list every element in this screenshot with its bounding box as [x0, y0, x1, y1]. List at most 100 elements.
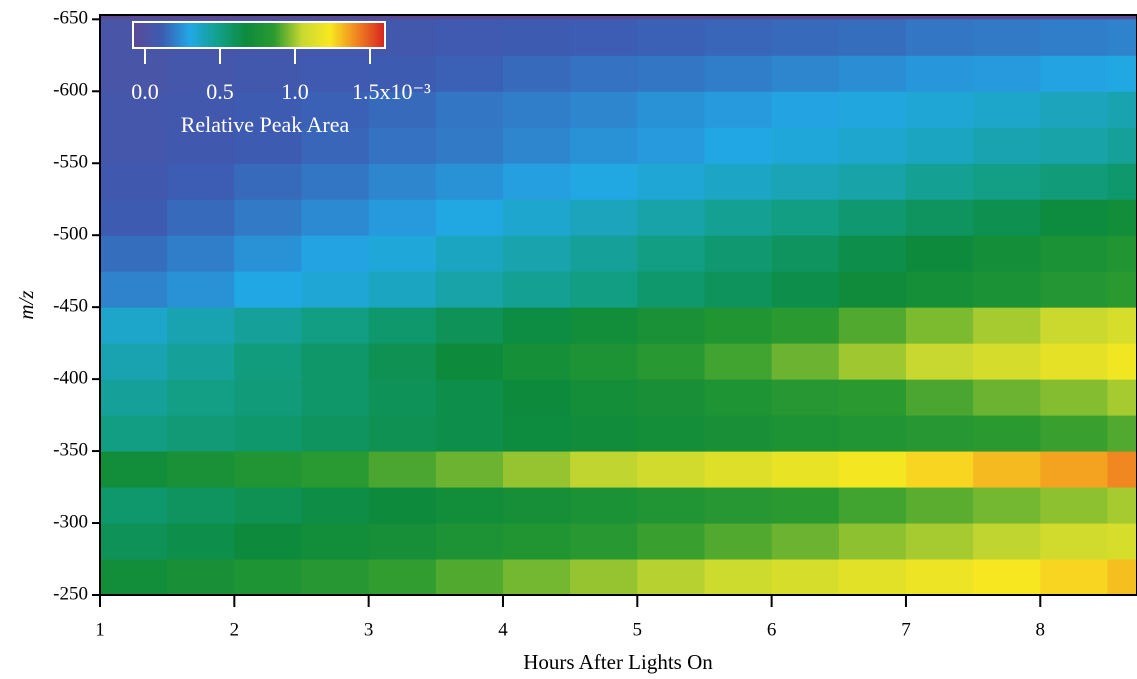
heatmap-cell	[435, 271, 504, 308]
heatmap-cell	[301, 523, 370, 560]
heatmap-cell	[905, 271, 974, 308]
colorbar-segment	[217, 22, 220, 48]
colorbar-segment	[238, 22, 241, 48]
heatmap-cell	[502, 451, 571, 488]
heatmap-cell	[570, 271, 638, 308]
colorbar-tick-label: 1.5x10⁻³	[352, 79, 431, 104]
heatmap-cell	[771, 343, 840, 380]
heatmap-cell	[502, 523, 571, 560]
heatmap-cell	[973, 487, 1041, 524]
heatmap-cell	[435, 19, 504, 56]
heatmap-cell	[905, 307, 974, 344]
colorbar-segment	[145, 22, 149, 48]
colorbar-segment	[223, 22, 226, 48]
colorbar-segment	[349, 22, 352, 48]
colorbar-segment	[229, 22, 233, 48]
colorbar-segment	[322, 22, 325, 48]
heatmap-cell	[167, 379, 235, 416]
heatmap-cell	[1107, 91, 1137, 128]
heatmap-cell	[167, 199, 235, 236]
heatmap-cell	[301, 55, 370, 92]
heatmap-cell	[570, 379, 638, 416]
colorbar-segment	[143, 22, 147, 48]
heatmap-cell	[502, 19, 571, 56]
colorbar-segment	[359, 22, 363, 48]
heatmap-cell	[167, 235, 235, 272]
colorbar-segment	[231, 22, 235, 48]
colorbar-segment	[284, 22, 287, 48]
colorbar-segment	[212, 22, 216, 48]
colorbar-segment	[267, 22, 271, 48]
colorbar-tick-label: 0.5	[206, 79, 234, 104]
colorbar-tick-label: 1.0	[281, 79, 309, 104]
heatmap-cell	[838, 487, 907, 524]
heatmap-cell	[973, 91, 1041, 128]
heatmap-cell	[234, 451, 302, 488]
heatmap-cell	[100, 235, 168, 272]
colorbar-segment	[273, 22, 277, 48]
colorbar-segment	[147, 22, 151, 48]
heatmap-cell	[570, 307, 638, 344]
colorbar-segment	[187, 22, 191, 48]
heatmap-cell	[502, 163, 571, 200]
heatmap-cell	[973, 163, 1041, 200]
colorbar-segment	[261, 22, 264, 48]
heatmap-cell	[301, 559, 370, 596]
colorbar-segment	[294, 22, 298, 48]
colorbar-segment	[248, 22, 252, 48]
colorbar-segment	[259, 22, 262, 48]
heatmap-cell	[167, 559, 235, 596]
colorbar-segment	[277, 22, 281, 48]
colorbar-segment	[193, 22, 197, 48]
colorbar-segment	[181, 22, 184, 48]
colorbar-segment	[204, 22, 208, 48]
heatmap-cell	[905, 559, 974, 596]
colorbar-segment	[368, 22, 371, 48]
heatmap-cell	[637, 307, 705, 344]
heatmap-cell	[502, 91, 571, 128]
heatmap-cell	[368, 307, 437, 344]
colorbar-segment	[189, 22, 193, 48]
colorbar-segment	[374, 22, 378, 48]
heatmap-cell	[704, 163, 773, 200]
heatmap-cell	[637, 163, 705, 200]
colorbar-segment	[242, 22, 245, 48]
heatmap-cell	[973, 127, 1041, 164]
heatmap-cell	[1040, 127, 1108, 164]
y-tick-label: -400	[53, 367, 88, 388]
heatmap-cell	[838, 523, 907, 560]
heatmap-cell	[905, 199, 974, 236]
colorbar-segment	[250, 22, 254, 48]
heatmap	[100, 19, 1137, 596]
heatmap-cell	[435, 343, 504, 380]
heatmap-cell	[100, 487, 168, 524]
heatmap-cell	[100, 379, 168, 416]
colorbar-segment	[336, 22, 340, 48]
colorbar-segment	[177, 22, 180, 48]
colorbar-segment	[275, 22, 279, 48]
heatmap-cell	[301, 307, 370, 344]
x-tick-label: 7	[901, 619, 911, 640]
heatmap-cell	[1040, 523, 1108, 560]
heatmap-cell	[100, 91, 168, 128]
heatmap-cell	[301, 199, 370, 236]
heatmap-cell	[502, 199, 571, 236]
heatmap-cell	[167, 343, 235, 380]
overlay: -650 -600 -550 -500 -450 -400 -350 -300 -250 1 2 3 4…	[53, 8, 1137, 640]
heatmap-cell	[167, 487, 235, 524]
heatmap-cell	[502, 55, 571, 92]
heatmap-cell	[1107, 307, 1137, 344]
heatmap-cell	[368, 55, 437, 92]
heatmap-cell	[637, 199, 705, 236]
colorbar-segment	[351, 22, 355, 48]
heatmap-cell	[973, 559, 1041, 596]
heatmap-cell	[301, 127, 370, 164]
heatmap-cell	[167, 451, 235, 488]
colorbar-segment	[305, 22, 308, 48]
heatmap-cell	[704, 307, 773, 344]
heatmap-cell	[637, 379, 705, 416]
heatmap-cell	[234, 127, 302, 164]
heatmap-cell	[637, 523, 705, 560]
heatmap-cell	[234, 235, 302, 272]
heatmap-cell	[301, 91, 370, 128]
